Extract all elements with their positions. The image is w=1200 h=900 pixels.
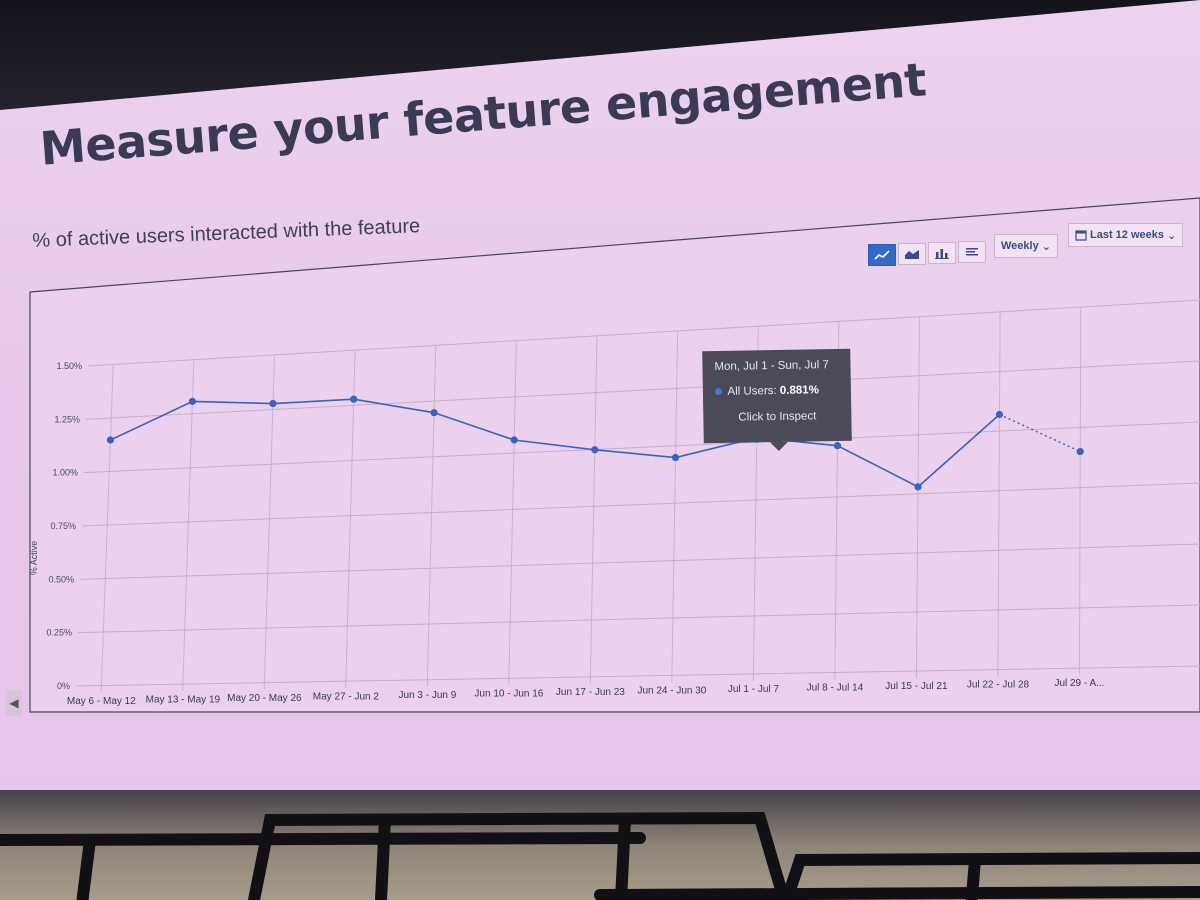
data-point[interactable] — [430, 409, 438, 417]
x-tick-label: Jul 1 - Jul 7 — [728, 684, 780, 695]
date-range-dropdown[interactable]: Last 12 weeks ⌄ — [1068, 223, 1184, 247]
table-view-icon[interactable] — [958, 241, 986, 263]
interval-dropdown[interactable]: Weekly ⌄ — [994, 234, 1058, 258]
y-tick-label: 1.25% — [54, 414, 80, 424]
data-point[interactable] — [510, 436, 518, 444]
x-tick-label: Jul 29 - A... — [1054, 678, 1104, 689]
interval-value: Weekly — [1001, 240, 1039, 252]
tooltip-header: Mon, Jul 1 - Sun, Jul 7 — [714, 359, 829, 374]
x-tick-label: Jun 10 - Jun 16 — [474, 688, 543, 699]
y-tick-label: 1.00% — [52, 468, 78, 478]
grid-line-vertical — [997, 311, 1001, 677]
grid-line-vertical — [182, 360, 195, 691]
x-tick-label: May 6 - May 12 — [67, 696, 136, 707]
series-line — [110, 398, 1001, 488]
data-point[interactable] — [350, 395, 358, 403]
grid-line-vertical — [671, 331, 679, 683]
y-tick-label: 0% — [57, 681, 70, 691]
x-tick-label: Jul 15 - Jul 21 — [885, 681, 948, 692]
grid-line-vertical — [915, 316, 920, 679]
grid-line-vertical — [100, 365, 114, 693]
date-range-value: Last 12 weeks — [1090, 229, 1164, 241]
grid-line-horizontal — [81, 482, 1200, 527]
series-lines — [110, 398, 1081, 488]
data-point[interactable] — [269, 399, 277, 408]
grid-line-vertical — [589, 336, 598, 684]
data-point[interactable] — [833, 442, 842, 450]
x-tick-label: May 27 - Jun 2 — [313, 691, 380, 702]
data-point[interactable] — [188, 397, 197, 406]
line-chart-icon[interactable] — [868, 244, 896, 266]
grid-line-horizontal — [87, 299, 1200, 367]
x-tick-label: May 20 - May 26 — [227, 693, 302, 704]
chevron-down-icon: ⌄ — [1167, 229, 1177, 242]
grid-line-horizontal — [83, 421, 1200, 474]
data-tooltip[interactable]: Mon, Jul 1 - Sun, Jul 7 All Users: 0.881… — [702, 348, 852, 444]
x-tick-label: Jul 8 - Jul 14 — [807, 683, 864, 694]
scroll-left-button[interactable]: ◀ — [6, 690, 22, 716]
chart-grid — [75, 299, 1200, 693]
x-tick-label: Jun 3 - Jun 9 — [398, 690, 456, 701]
grid-line-horizontal — [75, 665, 1200, 687]
data-point[interactable] — [106, 436, 115, 444]
calendar-icon — [1075, 230, 1087, 241]
railing — [0, 811, 1200, 900]
x-tick-label: Jun 24 - Jun 30 — [637, 685, 706, 696]
y-tick-label: 1.50% — [56, 361, 82, 371]
series-dot-icon — [714, 387, 722, 396]
tooltip-value: 0.881% — [779, 384, 819, 397]
x-axis-ticks: May 6 - May 12 May 13 - May 19 May 20 - Ma… — [67, 678, 1105, 707]
grid-line-horizontal — [77, 604, 1200, 634]
data-point[interactable] — [671, 453, 680, 462]
bar-chart-icon[interactable] — [928, 242, 956, 264]
grid-line-horizontal — [85, 360, 1200, 420]
area-chart-icon[interactable] — [898, 243, 926, 265]
grid-line-vertical — [1078, 307, 1082, 676]
chart-frame — [29, 197, 1200, 713]
inspect-link[interactable]: Click to Inspect — [738, 410, 817, 424]
y-axis-ticks: 0% 0.25% 0.50% 0.75% 1.00% 1.25% 1.50% — [46, 361, 82, 691]
data-point[interactable] — [1076, 447, 1084, 456]
y-tick-label: 0.75% — [50, 521, 76, 531]
x-tick-label: May 13 - May 19 — [146, 694, 221, 705]
x-tick-label: Jul 22 - Jul 28 — [967, 680, 1030, 691]
data-point[interactable] — [591, 446, 599, 454]
tooltip-series-label: All Users: — [727, 385, 777, 398]
grid-line-vertical — [426, 345, 437, 687]
grid-line-vertical — [345, 350, 356, 688]
chevron-down-icon: ⌄ — [1041, 240, 1051, 253]
grid-line-vertical — [508, 341, 517, 686]
chart-panel — [29, 197, 1200, 713]
grid-line-vertical — [263, 355, 275, 690]
data-point[interactable] — [995, 410, 1004, 419]
y-tick-label: 0.25% — [46, 628, 72, 638]
y-tick-label: 0.50% — [48, 574, 74, 584]
y-axis-label: % Active — [29, 541, 39, 576]
x-tick-label: Jun 17 - Jun 23 — [556, 687, 625, 698]
grid-line-horizontal — [79, 543, 1200, 580]
data-point[interactable] — [914, 483, 922, 491]
